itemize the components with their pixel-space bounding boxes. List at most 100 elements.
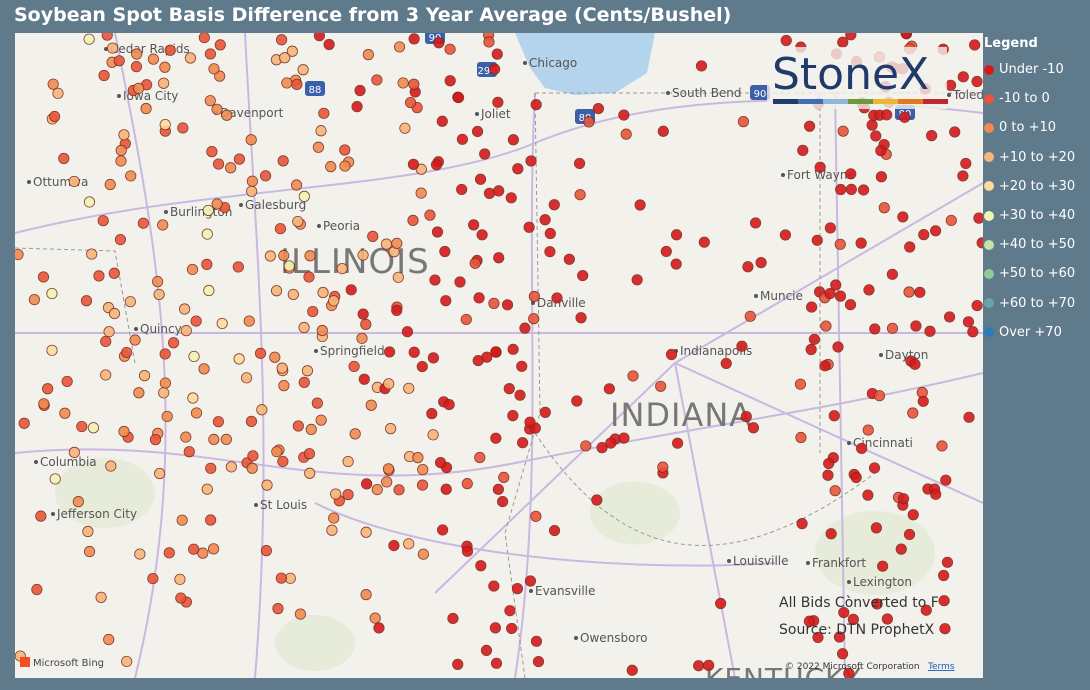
bid-dot bbox=[507, 410, 519, 422]
legend-label: +50 to +60 bbox=[999, 266, 1076, 282]
bid-dot bbox=[930, 225, 942, 237]
bid-dot bbox=[101, 33, 113, 41]
bid-dot bbox=[114, 233, 127, 246]
bid-dot bbox=[492, 96, 504, 108]
bid-dot bbox=[380, 238, 392, 250]
bid-dot bbox=[305, 423, 317, 436]
bid-dot bbox=[474, 451, 486, 464]
bid-dot bbox=[469, 257, 481, 269]
bid-dot bbox=[246, 462, 258, 474]
bid-dot bbox=[105, 460, 117, 472]
bid-dot bbox=[796, 518, 808, 530]
bid-dot bbox=[461, 478, 473, 490]
bid-dot bbox=[38, 398, 50, 410]
bid-dot bbox=[360, 526, 372, 538]
terrain bbox=[590, 481, 680, 545]
bid-dot bbox=[528, 290, 540, 303]
city-dot bbox=[34, 460, 38, 464]
logo-stripe bbox=[848, 99, 873, 104]
bid-dot bbox=[433, 37, 445, 49]
bid-dot bbox=[657, 125, 669, 137]
bid-dot bbox=[971, 299, 983, 312]
bid-dot bbox=[473, 292, 485, 304]
bid-dot bbox=[941, 556, 954, 568]
logo-stripe bbox=[773, 99, 798, 104]
bid-dot bbox=[159, 348, 171, 360]
bid-dot bbox=[211, 198, 223, 210]
bid-dot bbox=[358, 373, 370, 385]
bid-dot bbox=[415, 187, 427, 199]
bid-dot bbox=[49, 473, 61, 485]
bid-dot bbox=[243, 315, 255, 327]
bid-dot bbox=[152, 276, 164, 288]
city-label: Cincinnati bbox=[853, 436, 913, 450]
terms-link[interactable]: Terms bbox=[927, 662, 955, 672]
bid-dot bbox=[371, 483, 383, 496]
bid-dot bbox=[920, 604, 932, 616]
city-dot bbox=[475, 112, 479, 116]
terrain bbox=[55, 458, 155, 528]
bid-dot bbox=[159, 377, 172, 389]
bid-dot bbox=[61, 375, 73, 388]
legend-item: 0 to +10 bbox=[984, 113, 1075, 142]
bid-dot bbox=[794, 378, 807, 390]
bid-dot bbox=[276, 34, 288, 46]
bid-dot bbox=[530, 99, 542, 111]
bid-dot bbox=[655, 380, 667, 392]
bid-dot bbox=[134, 548, 146, 560]
bid-dot bbox=[186, 263, 199, 276]
bid-dot bbox=[957, 170, 969, 182]
bid-dot bbox=[447, 612, 459, 625]
bid-dot bbox=[225, 461, 237, 473]
legend-label: +60 to +70 bbox=[999, 295, 1076, 311]
bid-dot bbox=[571, 395, 583, 407]
bid-dot bbox=[431, 226, 444, 238]
terrain bbox=[275, 615, 355, 671]
bid-dot bbox=[835, 183, 847, 196]
bid-dot bbox=[245, 134, 257, 146]
bid-dot bbox=[397, 77, 409, 89]
bid-dot bbox=[83, 196, 96, 208]
bid-dot bbox=[49, 110, 61, 123]
bid-dot bbox=[949, 126, 961, 138]
bid-dot bbox=[369, 612, 381, 624]
bid-dot bbox=[177, 122, 189, 134]
bid-dot bbox=[530, 510, 542, 522]
bid-dot bbox=[330, 488, 342, 500]
bid-dot bbox=[490, 657, 503, 669]
legend-swatch bbox=[984, 181, 994, 192]
bid-dot bbox=[159, 118, 171, 131]
bid-dot bbox=[918, 229, 930, 241]
city-label: Muncie bbox=[760, 289, 803, 303]
bid-dot bbox=[440, 483, 452, 495]
bid-dot bbox=[505, 192, 517, 204]
city-dot bbox=[574, 636, 578, 640]
bid-dot bbox=[354, 84, 366, 97]
legend-label: Over +70 bbox=[999, 324, 1062, 340]
bid-dot bbox=[103, 633, 115, 646]
bid-dot bbox=[866, 119, 878, 131]
bid-dot bbox=[967, 326, 979, 338]
bid-dot bbox=[460, 313, 472, 326]
bid-dot bbox=[779, 229, 792, 241]
bid-dot bbox=[657, 461, 669, 473]
bid-dot bbox=[184, 52, 197, 64]
bid-dot bbox=[857, 184, 870, 196]
bid-dot bbox=[271, 446, 283, 458]
bid-dot bbox=[124, 296, 136, 308]
bid-dot bbox=[303, 448, 316, 460]
bid-dot bbox=[175, 592, 187, 604]
city-label: Indianapolis bbox=[680, 344, 752, 358]
bid-dot bbox=[620, 128, 632, 140]
bid-dot bbox=[971, 75, 983, 88]
bid-dot bbox=[938, 595, 950, 607]
bid-dot bbox=[471, 125, 484, 138]
bid-dot bbox=[382, 463, 395, 475]
bid-dot bbox=[507, 343, 519, 355]
bid-dot bbox=[317, 286, 329, 299]
bid-dot bbox=[164, 44, 176, 56]
city-dot bbox=[847, 580, 851, 584]
bid-dot bbox=[247, 450, 259, 462]
bid-dot bbox=[121, 655, 133, 668]
